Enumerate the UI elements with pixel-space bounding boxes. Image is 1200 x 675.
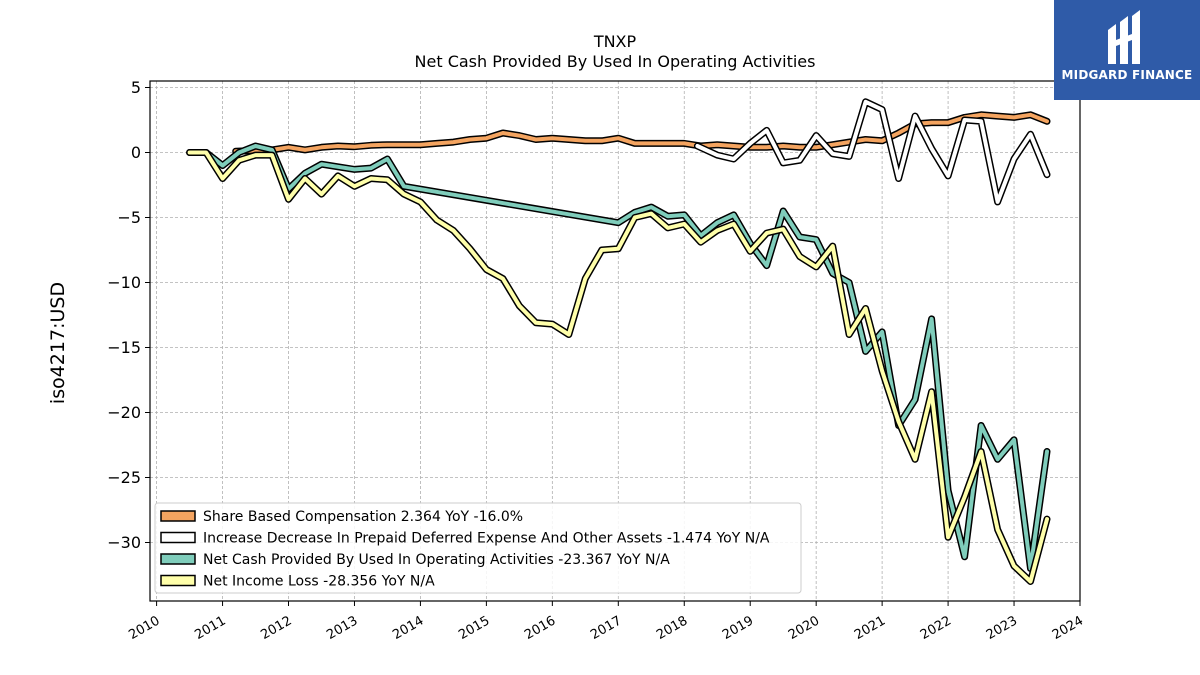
legend-label: Share Based Compensation 2.364 YoY -16.0… [203, 509, 523, 525]
x-tick-label: 2011 [192, 613, 228, 643]
y-tick-label: −25 [107, 468, 141, 487]
legend-label: Increase Decrease In Prepaid Deferred Ex… [203, 531, 770, 547]
legend-swatch [160, 553, 196, 565]
legend-swatch [160, 531, 196, 544]
legend-box [154, 502, 802, 594]
y-tick-label: −5 [117, 208, 141, 227]
x-tick-label: 2015 [456, 613, 492, 643]
y-axis-label: iso4217:USD [47, 282, 69, 404]
x-tick-label: 2020 [786, 613, 822, 643]
x-tick-label: 2017 [588, 613, 624, 643]
x-tick-label: 2023 [984, 613, 1020, 643]
midgard-logo-icon [1108, 10, 1140, 64]
chart-subtitle: Net Cash Provided By Used In Operating A… [415, 52, 816, 71]
x-tick-label: 2024 [1050, 613, 1086, 643]
legend-swatch [160, 574, 196, 587]
plot-frame [149, 80, 1081, 602]
series-line-3 [187, 150, 1049, 584]
series-line-1 [695, 99, 1049, 204]
x-tick-label: 2022 [918, 613, 954, 643]
y-tick-label: 0 [131, 143, 141, 162]
y-tick-label: −30 [107, 533, 141, 552]
y-tick-label: −20 [107, 403, 141, 422]
x-tick-label: 2010 [126, 613, 162, 643]
brand-name: MIDGARD FINANCE [1061, 68, 1193, 82]
legend-swatch [160, 510, 196, 522]
legend-label: Net Income Loss -28.356 YoY N/A [203, 574, 435, 590]
x-tick-label: 2014 [390, 613, 426, 643]
chart-title: TNXP [593, 32, 637, 51]
y-tick-label: 5 [131, 78, 141, 97]
x-tick-label: 2019 [720, 613, 756, 643]
y-tick-label: −15 [107, 338, 141, 357]
x-tick-label: 2018 [654, 613, 690, 643]
legend-label: Net Cash Provided By Used In Operating A… [203, 552, 670, 568]
x-tick-label: 2012 [258, 613, 294, 643]
y-tick-label: −10 [107, 273, 141, 292]
x-tick-label: 2016 [522, 613, 558, 643]
x-tick-label: 2021 [852, 613, 888, 643]
series-line-2 [187, 144, 1049, 571]
legend: Share Based Compensation 2.364 YoY -16.0… [154, 502, 802, 594]
brand-logo: MIDGARD FINANCE [1054, 0, 1200, 100]
x-tick-label: 2013 [324, 613, 360, 643]
series-lines [186, 98, 1051, 585]
